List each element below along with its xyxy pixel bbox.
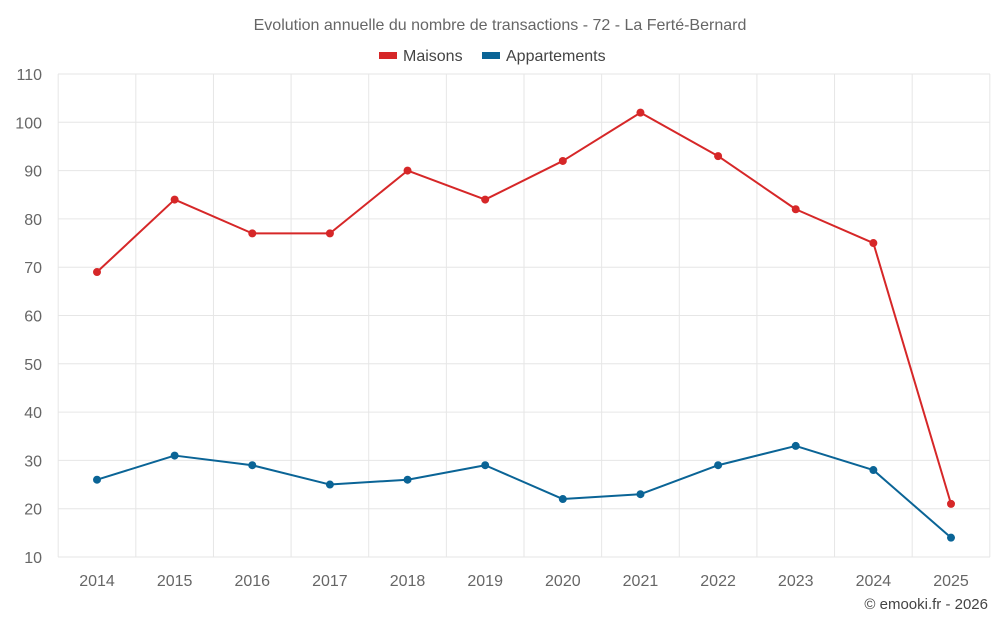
data-point[interactable]: Maisons 2017: 77 <box>325 229 334 238</box>
x-tick-label: 2017 <box>312 573 348 590</box>
data-point[interactable]: Maisons 2015: 84 <box>170 195 179 204</box>
chart-title: Evolution annuelle du nombre de transact… <box>254 17 747 34</box>
data-point[interactable]: Maisons 2022: 93 <box>714 152 723 161</box>
series-appartements: Appartements 2014: 26 Appartements 2015: … <box>93 441 955 542</box>
legend-label-maisons[interactable]: Maisons <box>403 48 463 65</box>
data-point[interactable]: Appartements 2020: 22 <box>558 495 567 504</box>
x-tick-label: 2018 <box>390 573 426 590</box>
x-tick-label: 2016 <box>234 573 270 590</box>
credit-text: © emooki.fr - 2026 <box>864 596 988 613</box>
data-point[interactable]: Appartements 2018: 26 <box>403 475 412 484</box>
y-tick-label: 60 <box>24 309 42 326</box>
x-tick-label: 2023 <box>778 573 814 590</box>
data-point[interactable]: Maisons 2019: 84 <box>481 195 490 204</box>
x-tick-label: 2022 <box>700 573 736 590</box>
y-tick-label: 110 <box>16 67 42 84</box>
data-point[interactable]: Appartements 2024: 28 <box>869 466 878 475</box>
x-tick-label: 2025 <box>933 573 969 590</box>
y-tick-label: 100 <box>15 115 42 132</box>
data-point[interactable]: Appartements 2017: 25 <box>325 480 334 489</box>
y-tick-label: 50 <box>24 357 42 374</box>
data-point[interactable]: Appartements 2019: 29 <box>481 461 490 470</box>
y-tick-label: 80 <box>24 212 42 229</box>
series-line <box>96 444 952 539</box>
y-tick-label: 70 <box>24 260 42 277</box>
data-series: Maisons 2014: 69 Maisons 2015: 84 Maisons … <box>93 108 955 542</box>
x-tick-label: 2024 <box>856 573 892 590</box>
x-tick-label: 2014 <box>79 573 115 590</box>
data-point[interactable]: Appartements 2021: 23 <box>636 490 645 499</box>
data-point[interactable]: Maisons 2020: 92 <box>558 156 567 165</box>
y-tick-label: 40 <box>24 405 42 422</box>
legend: Maisons Appartements <box>379 48 606 65</box>
data-point[interactable]: Appartements 2016: 29 <box>248 461 257 470</box>
y-tick-label: 10 <box>24 550 42 567</box>
data-point[interactable]: Maisons 2024: 75 <box>869 239 878 248</box>
series-maisons: Maisons 2014: 69 Maisons 2015: 84 Maisons … <box>93 108 955 508</box>
x-tick-label: 2021 <box>623 573 659 590</box>
x-tick-label: 2015 <box>157 573 193 590</box>
x-tick-label: 2020 <box>545 573 581 590</box>
data-point[interactable]: Maisons 2025: 21 <box>947 499 955 508</box>
x-tick-label: 2019 <box>467 573 503 590</box>
data-point[interactable]: Appartements 2014: 26 <box>93 475 101 484</box>
data-point[interactable]: Maisons 2023: 82 <box>791 205 800 214</box>
grid-lines <box>57 73 991 558</box>
data-point[interactable]: Maisons 2018: 90 <box>403 166 412 175</box>
data-point[interactable]: Appartements 2022: 29 <box>714 461 723 470</box>
data-point[interactable]: Appartements 2015: 31 <box>170 451 179 460</box>
data-point[interactable]: Maisons 2021: 102 <box>636 108 645 117</box>
data-point[interactable]: Appartements 2023: 33 <box>791 441 800 450</box>
data-point[interactable]: Maisons 2014: 69 <box>93 268 101 277</box>
y-tick-label: 90 <box>24 164 42 181</box>
data-point[interactable]: Maisons 2016: 77 <box>248 229 257 238</box>
axis-ticks: 10 20 30 40 50 60 70 80 90 100 110 2014 2015 2016 2017… <box>15 67 969 590</box>
y-tick-label: 20 <box>24 502 42 519</box>
series-line <box>96 111 952 505</box>
legend-label-appartements[interactable]: Appartements <box>506 48 606 65</box>
y-tick-label: 30 <box>24 453 42 470</box>
data-point[interactable]: Appartements 2025: 14 <box>947 533 955 542</box>
legend-swatch-appartements <box>482 52 500 59</box>
legend-swatch-maisons <box>379 52 397 59</box>
